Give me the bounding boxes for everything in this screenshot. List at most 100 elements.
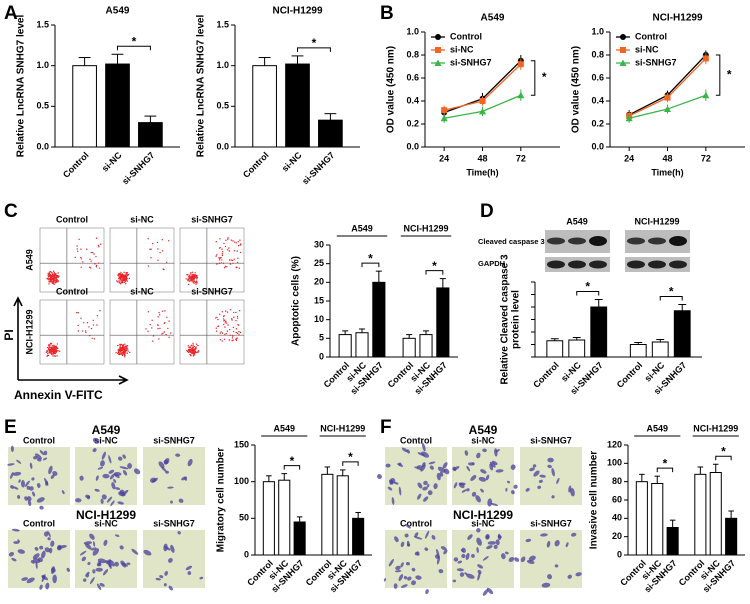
x-tick-label: si-SNHG7 — [120, 150, 156, 186]
stained-cell — [383, 578, 387, 582]
stained-cell — [485, 474, 490, 481]
event-dot — [151, 327, 153, 329]
stained-cell — [16, 459, 22, 464]
event-dot — [118, 350, 120, 352]
event-dot — [52, 275, 54, 278]
event-dot — [195, 351, 197, 354]
group-label: A549 — [273, 423, 295, 433]
event-dot — [224, 322, 226, 324]
event-dot — [162, 332, 164, 334]
stained-cell — [427, 490, 433, 496]
event-dot — [233, 258, 235, 260]
marker — [664, 94, 671, 101]
significance-label: * — [132, 34, 137, 48]
event-dot — [149, 323, 151, 326]
stained-cell — [24, 496, 28, 501]
bar — [355, 332, 369, 358]
stained-cell — [105, 560, 110, 565]
stained-cell — [406, 449, 410, 454]
stained-cell — [39, 584, 43, 590]
stained-cell — [33, 456, 38, 460]
bar — [694, 473, 707, 556]
micrograph — [143, 530, 205, 588]
stained-cell — [94, 488, 100, 492]
event-dot — [163, 331, 166, 333]
stained-cell — [466, 488, 470, 492]
stained-cell — [113, 478, 117, 483]
event-dot — [223, 242, 225, 245]
event-dot — [192, 354, 195, 357]
stained-cell — [551, 468, 555, 477]
event-dot — [190, 272, 192, 274]
event-dot — [82, 261, 84, 263]
marker — [517, 91, 525, 99]
event-dot — [52, 355, 54, 357]
event-dot — [52, 277, 54, 280]
event-dot — [236, 315, 239, 318]
stained-cell — [476, 547, 479, 554]
marker — [440, 114, 448, 122]
band — [648, 237, 666, 245]
stained-cell — [106, 496, 113, 503]
y-axis-label: OD value (450 nm) — [386, 46, 397, 133]
stained-cell — [47, 537, 51, 541]
event-dot — [129, 351, 131, 354]
event-dot — [191, 271, 194, 273]
event-dot — [220, 331, 222, 333]
stained-cell — [111, 482, 116, 490]
legend-label: Control — [450, 31, 482, 41]
event-dot — [89, 267, 92, 269]
event-dot — [232, 326, 235, 329]
stained-cell — [497, 533, 501, 541]
y-tick-label: 1.0 — [36, 60, 49, 70]
event-dot — [97, 244, 100, 247]
x-tick-label: si-NC — [280, 150, 304, 174]
x-tick-label: Control — [61, 150, 91, 180]
event-dot — [123, 351, 125, 353]
stained-cell — [110, 500, 115, 507]
group-label: NCI-H1299 — [320, 423, 365, 433]
band — [547, 237, 565, 245]
stained-cell — [43, 450, 48, 456]
event-dot — [190, 345, 192, 347]
significance-label: * — [432, 259, 437, 273]
bar — [666, 527, 679, 556]
marker — [517, 61, 524, 68]
event-dot — [99, 243, 102, 245]
row-label: NCI-H1299 — [24, 309, 34, 354]
event-dot — [118, 282, 120, 284]
y-axis-label: Relative Cleaved caspase 3 — [500, 254, 511, 385]
event-dot — [159, 327, 161, 330]
stained-cell — [170, 544, 175, 553]
event-dot — [196, 282, 198, 284]
stained-cell — [489, 461, 496, 468]
stained-cell — [29, 462, 33, 469]
event-dot — [57, 350, 59, 352]
stained-cell — [41, 574, 46, 583]
panel-letter: C — [4, 201, 18, 222]
event-dot — [54, 279, 56, 281]
stained-cell — [127, 463, 132, 469]
stained-cell — [155, 577, 161, 581]
stained-cell — [547, 464, 552, 469]
event-dot — [194, 281, 197, 283]
stained-cell — [34, 453, 42, 460]
event-dot — [156, 241, 159, 244]
bar — [673, 310, 691, 358]
stained-cell — [95, 567, 103, 572]
panel-letter: D — [480, 201, 494, 222]
event-dot — [50, 342, 53, 345]
stained-cell — [547, 457, 554, 463]
bar — [372, 281, 386, 358]
event-dot — [157, 316, 159, 318]
event-dot — [96, 315, 99, 317]
stained-cell — [36, 458, 42, 462]
flow-x-axis-label: Annexin V-FITC — [14, 388, 103, 402]
flow-plot — [39, 299, 105, 365]
y-tick-label: 20 — [612, 531, 622, 541]
stained-cell — [164, 570, 168, 576]
stained-cell — [108, 469, 115, 474]
stained-cell — [101, 494, 107, 500]
chart-title: NCI-H1299 — [652, 13, 702, 24]
stained-cell — [85, 494, 90, 499]
